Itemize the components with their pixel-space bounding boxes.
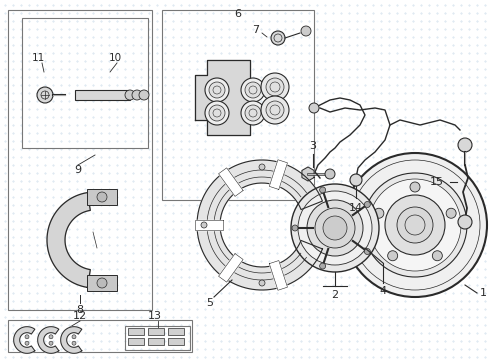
- Circle shape: [363, 173, 467, 277]
- Bar: [8, 320, 192, 352]
- Circle shape: [374, 208, 384, 218]
- Circle shape: [72, 335, 76, 339]
- Circle shape: [365, 202, 370, 207]
- Circle shape: [458, 215, 472, 229]
- Circle shape: [201, 222, 207, 228]
- Circle shape: [315, 208, 355, 248]
- Bar: [162, 10, 314, 200]
- Circle shape: [319, 187, 326, 193]
- Circle shape: [350, 174, 362, 186]
- Circle shape: [319, 263, 326, 269]
- Polygon shape: [270, 261, 288, 290]
- Bar: [75, 90, 130, 100]
- Circle shape: [37, 87, 53, 103]
- Polygon shape: [219, 253, 243, 282]
- Text: 6: 6: [235, 9, 242, 19]
- Circle shape: [309, 103, 319, 113]
- Circle shape: [325, 169, 335, 179]
- Circle shape: [97, 192, 107, 202]
- Bar: [22, 18, 148, 148]
- Circle shape: [388, 251, 398, 261]
- Bar: [128, 328, 144, 335]
- Bar: [148, 338, 164, 345]
- Circle shape: [259, 164, 265, 170]
- Text: 8: 8: [76, 305, 84, 315]
- Polygon shape: [302, 167, 314, 181]
- Circle shape: [292, 225, 298, 231]
- Circle shape: [97, 278, 107, 288]
- Circle shape: [432, 251, 442, 261]
- Circle shape: [49, 341, 53, 345]
- Circle shape: [241, 101, 265, 125]
- Bar: [168, 338, 184, 345]
- Polygon shape: [219, 168, 243, 197]
- Circle shape: [25, 335, 29, 339]
- Circle shape: [298, 191, 372, 265]
- Circle shape: [245, 82, 261, 98]
- Polygon shape: [195, 220, 223, 230]
- Circle shape: [369, 179, 461, 271]
- Bar: [148, 328, 164, 335]
- Bar: [125, 326, 190, 350]
- Circle shape: [205, 101, 229, 125]
- Text: 2: 2: [331, 290, 339, 300]
- Circle shape: [458, 138, 472, 152]
- Polygon shape: [61, 327, 82, 353]
- Circle shape: [261, 73, 289, 101]
- Circle shape: [259, 280, 265, 286]
- Circle shape: [205, 78, 229, 102]
- Circle shape: [266, 78, 284, 96]
- Circle shape: [365, 248, 370, 255]
- Text: 4: 4: [379, 286, 387, 296]
- Circle shape: [241, 78, 265, 102]
- Bar: [87, 275, 117, 291]
- Circle shape: [291, 184, 379, 272]
- Circle shape: [343, 153, 487, 297]
- Polygon shape: [38, 327, 59, 353]
- Bar: [8, 10, 152, 310]
- Circle shape: [410, 182, 420, 192]
- Text: 5: 5: [206, 298, 214, 308]
- Bar: [168, 328, 184, 335]
- Circle shape: [132, 90, 142, 100]
- Circle shape: [261, 96, 289, 124]
- Circle shape: [72, 341, 76, 345]
- Circle shape: [301, 26, 311, 36]
- Circle shape: [385, 195, 445, 255]
- Circle shape: [125, 90, 135, 100]
- Text: 1: 1: [480, 288, 487, 298]
- Circle shape: [397, 207, 433, 243]
- Circle shape: [266, 101, 284, 119]
- Text: 14: 14: [349, 203, 363, 213]
- Text: 15: 15: [430, 177, 444, 187]
- Circle shape: [323, 216, 347, 240]
- Circle shape: [49, 335, 53, 339]
- Polygon shape: [195, 60, 250, 135]
- Circle shape: [139, 90, 149, 100]
- Bar: [87, 189, 117, 205]
- Polygon shape: [47, 193, 90, 287]
- Circle shape: [25, 341, 29, 345]
- Text: 11: 11: [31, 53, 45, 63]
- Circle shape: [209, 105, 225, 121]
- Polygon shape: [14, 327, 35, 353]
- Circle shape: [209, 82, 225, 98]
- Text: 12: 12: [73, 311, 87, 321]
- Circle shape: [245, 105, 261, 121]
- Text: 7: 7: [252, 25, 260, 35]
- Text: 3: 3: [310, 141, 317, 151]
- Polygon shape: [197, 160, 322, 290]
- Bar: [128, 338, 144, 345]
- Polygon shape: [270, 160, 288, 189]
- Circle shape: [307, 200, 363, 256]
- Text: 10: 10: [108, 53, 122, 63]
- Circle shape: [271, 31, 285, 45]
- Text: 13: 13: [148, 311, 162, 321]
- Circle shape: [446, 208, 456, 218]
- Text: 9: 9: [74, 165, 81, 175]
